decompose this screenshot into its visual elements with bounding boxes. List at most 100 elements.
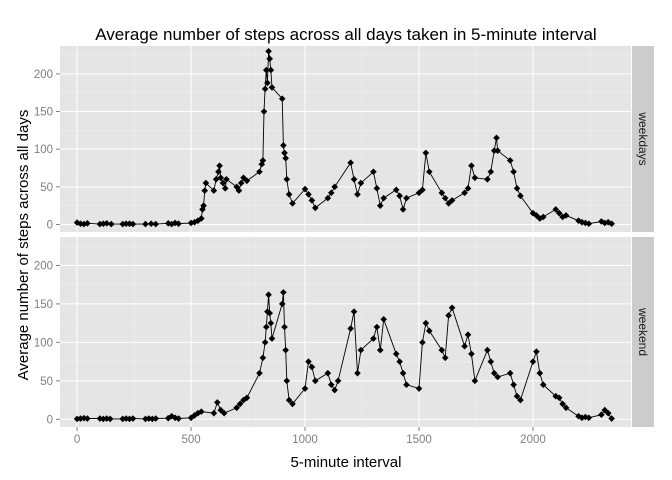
data-point xyxy=(164,414,172,422)
data-point xyxy=(233,404,240,412)
x-axis-title: 5-minute interval xyxy=(291,454,402,471)
data-point xyxy=(354,369,361,377)
data-point xyxy=(266,309,274,317)
data-point xyxy=(604,218,612,226)
y-tick-label: 150 xyxy=(34,299,53,311)
x-axis: 0 500 1000 1500 2000 xyxy=(74,427,546,446)
data-point xyxy=(331,183,338,191)
data-point xyxy=(370,168,377,176)
data-point xyxy=(552,392,560,400)
data-point xyxy=(301,185,309,193)
data-point xyxy=(484,346,491,354)
data-point xyxy=(425,168,433,176)
data-point xyxy=(350,175,358,183)
x-tick-label: 1500 xyxy=(406,434,432,446)
data-point xyxy=(608,415,615,422)
data-point xyxy=(259,354,267,362)
data-point xyxy=(201,187,209,194)
data-point xyxy=(289,400,296,408)
y-tick-label: 50 xyxy=(40,376,53,388)
data-point xyxy=(217,406,225,414)
data-point xyxy=(126,415,133,423)
data-point xyxy=(373,185,381,192)
data-point xyxy=(308,197,316,204)
data-point xyxy=(468,162,475,170)
data-point xyxy=(604,409,612,417)
data-point xyxy=(464,185,472,192)
facet-strip xyxy=(632,237,654,427)
data-point xyxy=(142,415,149,423)
data-point xyxy=(403,381,410,388)
panel-weekdays: 0 50 100 150 200 weekdays xyxy=(34,46,654,232)
data-point xyxy=(168,412,175,420)
data-point xyxy=(107,220,115,228)
data-point xyxy=(376,346,384,354)
data-point xyxy=(464,331,472,338)
data-point xyxy=(278,300,286,308)
data-point xyxy=(261,339,269,346)
data-point xyxy=(80,414,88,422)
data-point xyxy=(213,399,221,406)
data-point xyxy=(484,175,491,183)
data-point xyxy=(96,220,104,228)
data-point xyxy=(191,412,198,419)
data-point xyxy=(256,369,263,377)
data-point xyxy=(555,209,563,217)
data-point xyxy=(513,392,521,400)
data-point xyxy=(219,179,227,187)
data-point xyxy=(278,95,286,103)
data-point xyxy=(289,200,296,207)
data-point xyxy=(487,358,495,365)
data-point xyxy=(266,55,274,63)
data-point xyxy=(147,220,155,228)
data-point xyxy=(562,212,570,219)
data-point xyxy=(373,323,381,331)
data-point xyxy=(490,147,498,154)
data-point xyxy=(240,396,247,404)
data-point xyxy=(243,177,251,185)
data-point xyxy=(585,414,593,422)
data-point xyxy=(268,335,276,342)
data-point xyxy=(80,220,88,228)
data-point xyxy=(261,85,269,93)
data-point xyxy=(327,189,335,197)
data-point xyxy=(152,220,160,228)
data-point xyxy=(103,220,111,227)
data-point xyxy=(223,175,230,183)
data-point xyxy=(461,189,468,197)
data-point xyxy=(202,179,210,187)
data-point xyxy=(380,194,387,202)
data-point xyxy=(552,206,560,213)
data-point xyxy=(260,108,268,115)
data-point xyxy=(533,348,540,355)
y-tick-label: 100 xyxy=(34,337,53,349)
data-point xyxy=(77,220,84,228)
data-point xyxy=(517,396,524,404)
data-point xyxy=(129,415,137,422)
data-point xyxy=(354,191,361,198)
data-point xyxy=(210,187,218,194)
data-point xyxy=(350,308,358,315)
data-point xyxy=(119,220,126,228)
data-point xyxy=(419,339,426,346)
data-point xyxy=(152,415,160,422)
data-point xyxy=(494,147,501,154)
data-point xyxy=(175,415,182,422)
data-point xyxy=(415,385,423,392)
panel-background xyxy=(60,237,631,427)
data-point xyxy=(175,220,182,228)
data-point xyxy=(533,212,540,219)
data-point xyxy=(471,174,479,182)
data-point xyxy=(308,363,316,371)
data-point xyxy=(441,194,449,202)
data-point xyxy=(264,308,271,315)
x-tick-label: 2000 xyxy=(520,434,546,446)
data-point xyxy=(445,312,452,319)
data-point xyxy=(471,377,479,385)
data-point xyxy=(448,197,456,204)
data-point xyxy=(281,149,288,157)
data-point xyxy=(441,354,449,362)
data-point xyxy=(200,202,207,209)
y-tick-label: 50 xyxy=(40,182,53,194)
